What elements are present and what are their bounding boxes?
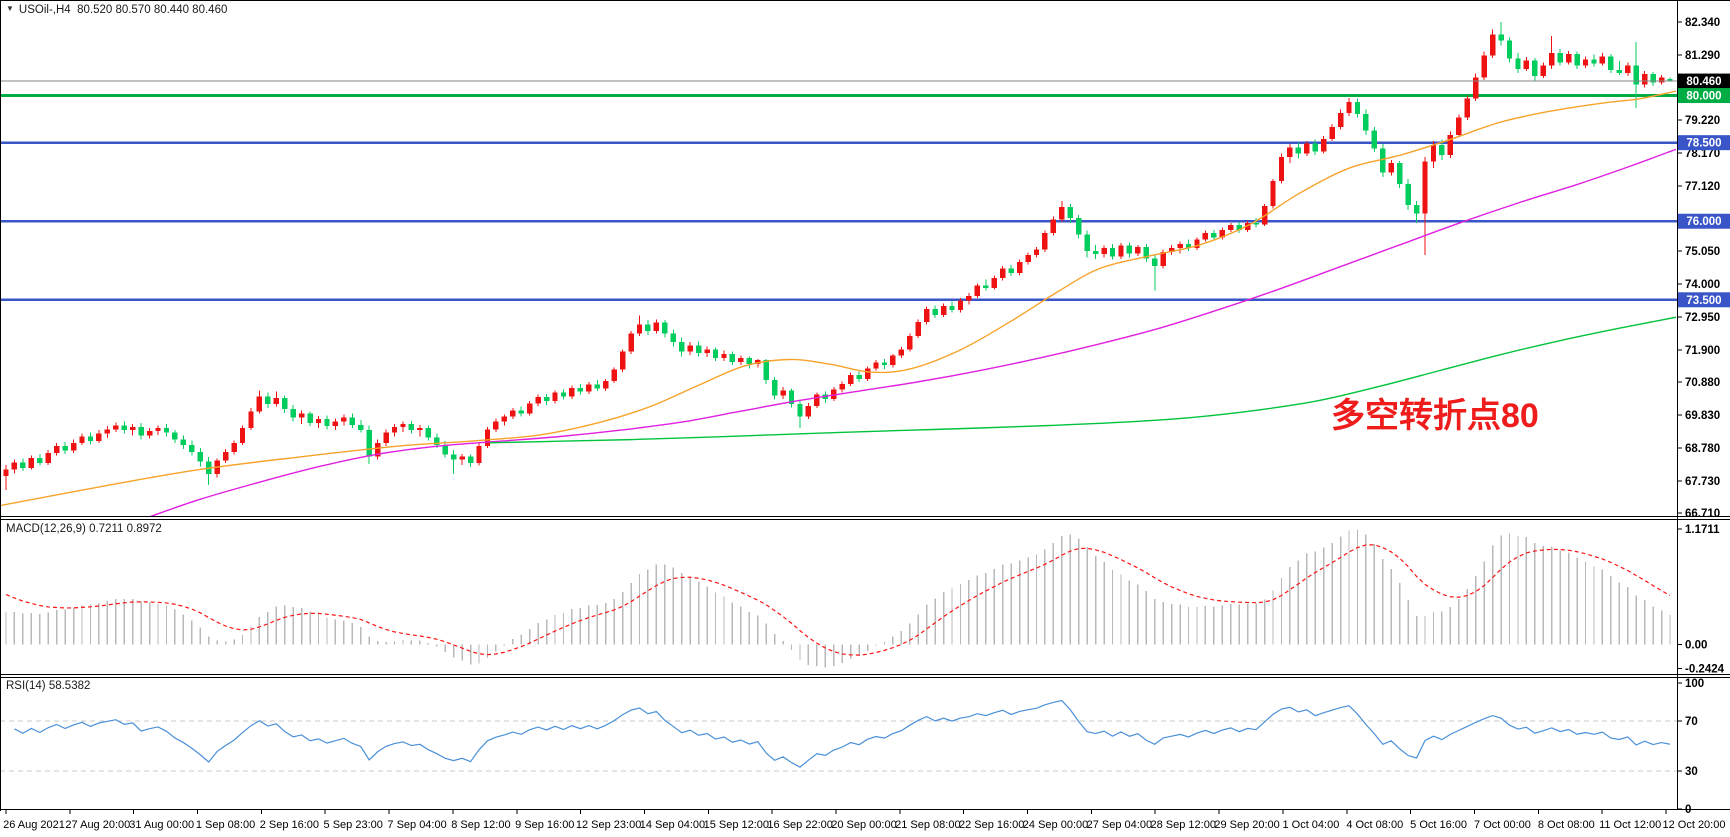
svg-text:80.460: 80.460 [1686, 76, 1721, 88]
svg-text:12 Oct 20:00: 12 Oct 20:00 [1662, 819, 1725, 831]
svg-text:1 Sep 08:00: 1 Sep 08:00 [196, 819, 255, 831]
svg-text:14 Sep 04:00: 14 Sep 04:00 [640, 819, 705, 831]
svg-text:9 Sep 16:00: 9 Sep 16:00 [515, 819, 574, 831]
price-badge-80.000: 80.000 [1678, 88, 1730, 104]
horizontal-level-lines [0, 94, 1677, 302]
svg-text:70.880: 70.880 [1685, 377, 1720, 389]
svg-text:0: 0 [1685, 804, 1691, 816]
svg-text:80.000: 80.000 [1686, 91, 1721, 103]
svg-text:74.000: 74.000 [1685, 279, 1720, 291]
svg-text:5 Oct 16:00: 5 Oct 16:00 [1410, 819, 1467, 831]
panel-borders [0, 0, 1730, 811]
svg-text:77.120: 77.120 [1685, 181, 1720, 193]
svg-text:81.290: 81.290 [1685, 50, 1720, 62]
macd-histogram [5, 529, 1671, 668]
svg-text:21 Sep 08:00: 21 Sep 08:00 [895, 819, 960, 831]
symbol-quote: ▼ USOil-,H4 80.520 80.570 80.440 80.460 [6, 4, 227, 16]
macd-signal-line [5, 544, 1671, 656]
quote-ohlc: 80.520 80.570 80.440 80.460 [77, 4, 228, 16]
svg-text:28 Sep 12:00: 28 Sep 12:00 [1151, 819, 1216, 831]
price-badge-73.500: 73.500 [1678, 292, 1730, 308]
svg-text:0.00: 0.00 [1685, 640, 1707, 652]
ma-fast-line [1, 90, 1676, 507]
svg-text:27 Aug 20:00: 27 Aug 20:00 [65, 819, 130, 831]
svg-text:8 Oct 08:00: 8 Oct 08:00 [1538, 819, 1595, 831]
svg-text:11 Oct 12:00: 11 Oct 12:00 [1599, 819, 1661, 831]
price-badge-76.000: 76.000 [1678, 213, 1730, 229]
svg-text:22 Sep 16:00: 22 Sep 16:00 [959, 819, 1024, 831]
svg-text:66.710: 66.710 [1685, 508, 1720, 520]
svg-text:75.050: 75.050 [1685, 246, 1720, 258]
svg-text:73.500: 73.500 [1686, 295, 1721, 307]
svg-text:82.340: 82.340 [1685, 17, 1720, 29]
svg-text:29 Sep 20:00: 29 Sep 20:00 [1214, 819, 1279, 831]
svg-text:78.500: 78.500 [1686, 138, 1721, 150]
rsi-label: RSI(14) 58.5382 [6, 680, 91, 692]
svg-text:24 Sep 00:00: 24 Sep 00:00 [1023, 819, 1088, 831]
svg-text:71.900: 71.900 [1685, 345, 1720, 357]
ma-slow-line [489, 316, 1676, 444]
svg-text:8 Sep 12:00: 8 Sep 12:00 [451, 819, 510, 831]
svg-text:72.950: 72.950 [1685, 312, 1720, 324]
annotation-text: 多空转折点80 [1331, 397, 1539, 435]
svg-text:27 Sep 04:00: 27 Sep 04:00 [1087, 819, 1152, 831]
time-axis[interactable]: 26 Aug 2021 27 Aug 20:00 31 Aug 00:00 1 Sep… [3, 810, 1725, 831]
svg-text:30: 30 [1685, 766, 1698, 778]
svg-text:68.780: 68.780 [1685, 443, 1720, 455]
price-axis[interactable]: 82.340 81.290 79.220 78.170 77.120 75.050 74.0… [1677, 17, 1730, 816]
svg-text:70: 70 [1685, 716, 1698, 728]
svg-text:15 Sep 12:00: 15 Sep 12:00 [704, 819, 769, 831]
svg-text:12 Sep 23:00: 12 Sep 23:00 [576, 819, 641, 831]
svg-text:76.000: 76.000 [1686, 216, 1721, 228]
svg-text:100: 100 [1685, 678, 1704, 690]
svg-text:16 Sep 22:00: 16 Sep 22:00 [767, 819, 832, 831]
dropdown-arrow-icon[interactable]: ▼ [6, 4, 14, 13]
svg-text:20 Sep 00:00: 20 Sep 00:00 [831, 819, 896, 831]
price-badge-80.460: 80.460 [1678, 73, 1730, 89]
svg-text:26 Aug 2021: 26 Aug 2021 [3, 819, 65, 831]
svg-text:5 Sep 23:00: 5 Sep 23:00 [324, 819, 383, 831]
svg-text:4 Oct 08:00: 4 Oct 08:00 [1346, 819, 1403, 831]
svg-text:69.830: 69.830 [1685, 410, 1720, 422]
svg-text:78.170: 78.170 [1685, 148, 1720, 160]
svg-text:7 Oct 00:00: 7 Oct 00:00 [1474, 819, 1531, 831]
macd-label: MACD(12,26,9) 0.7211 0.8972 [6, 523, 162, 535]
ma-mid-line [149, 148, 1676, 516]
price-badge-78.500: 78.500 [1678, 135, 1730, 151]
svg-text:79.220: 79.220 [1685, 115, 1720, 127]
candlestick-series [3, 21, 1673, 490]
svg-text:-0.2424: -0.2424 [1685, 664, 1725, 676]
svg-text:1 Oct 04:00: 1 Oct 04:00 [1282, 819, 1339, 831]
svg-text:7 Sep 04:00: 7 Sep 04:00 [387, 819, 446, 831]
svg-text:31 Aug 00:00: 31 Aug 00:00 [129, 819, 194, 831]
svg-text:67.730: 67.730 [1685, 476, 1720, 488]
symbol-name: USOil-,H4 [18, 4, 71, 16]
svg-text:2 Sep 16:00: 2 Sep 16:00 [260, 819, 319, 831]
rsi-line [14, 699, 1671, 768]
svg-text:1.1711: 1.1711 [1685, 524, 1720, 536]
